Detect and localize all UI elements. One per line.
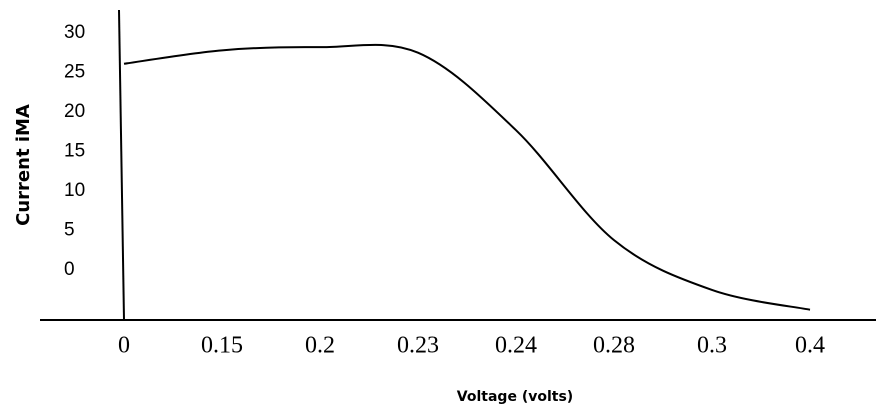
y-tick-label: 20 (64, 101, 85, 122)
x-tick-label: 0 (118, 333, 130, 359)
y-tick-label: 15 (64, 141, 85, 162)
y-axis-label: Current iMA (13, 104, 34, 226)
x-tick-label: 0.3 (697, 333, 727, 359)
y-tick-label: 5 (64, 220, 75, 241)
y-tick-label: 10 (64, 180, 85, 201)
x-tick-label: 0.23 (397, 333, 439, 359)
y-tick-label: 0 (64, 259, 75, 280)
chart: Current iMA Voltage (volts) 0 5 10 15 20 25 30… (0, 0, 876, 409)
x-tick-label: 0.24 (495, 333, 537, 359)
y-axis-line (119, 10, 124, 320)
y-tick-label: 30 (64, 22, 85, 43)
x-tick-label: 0.4 (795, 333, 825, 359)
data-line (124, 45, 810, 310)
x-tick-label: 0.15 (201, 333, 243, 359)
y-tick-label: 25 (64, 61, 85, 82)
x-tick-label: 0.2 (305, 333, 335, 359)
x-axis-label: Voltage (volts) (457, 389, 573, 405)
x-tick-label: 0.28 (593, 333, 635, 359)
